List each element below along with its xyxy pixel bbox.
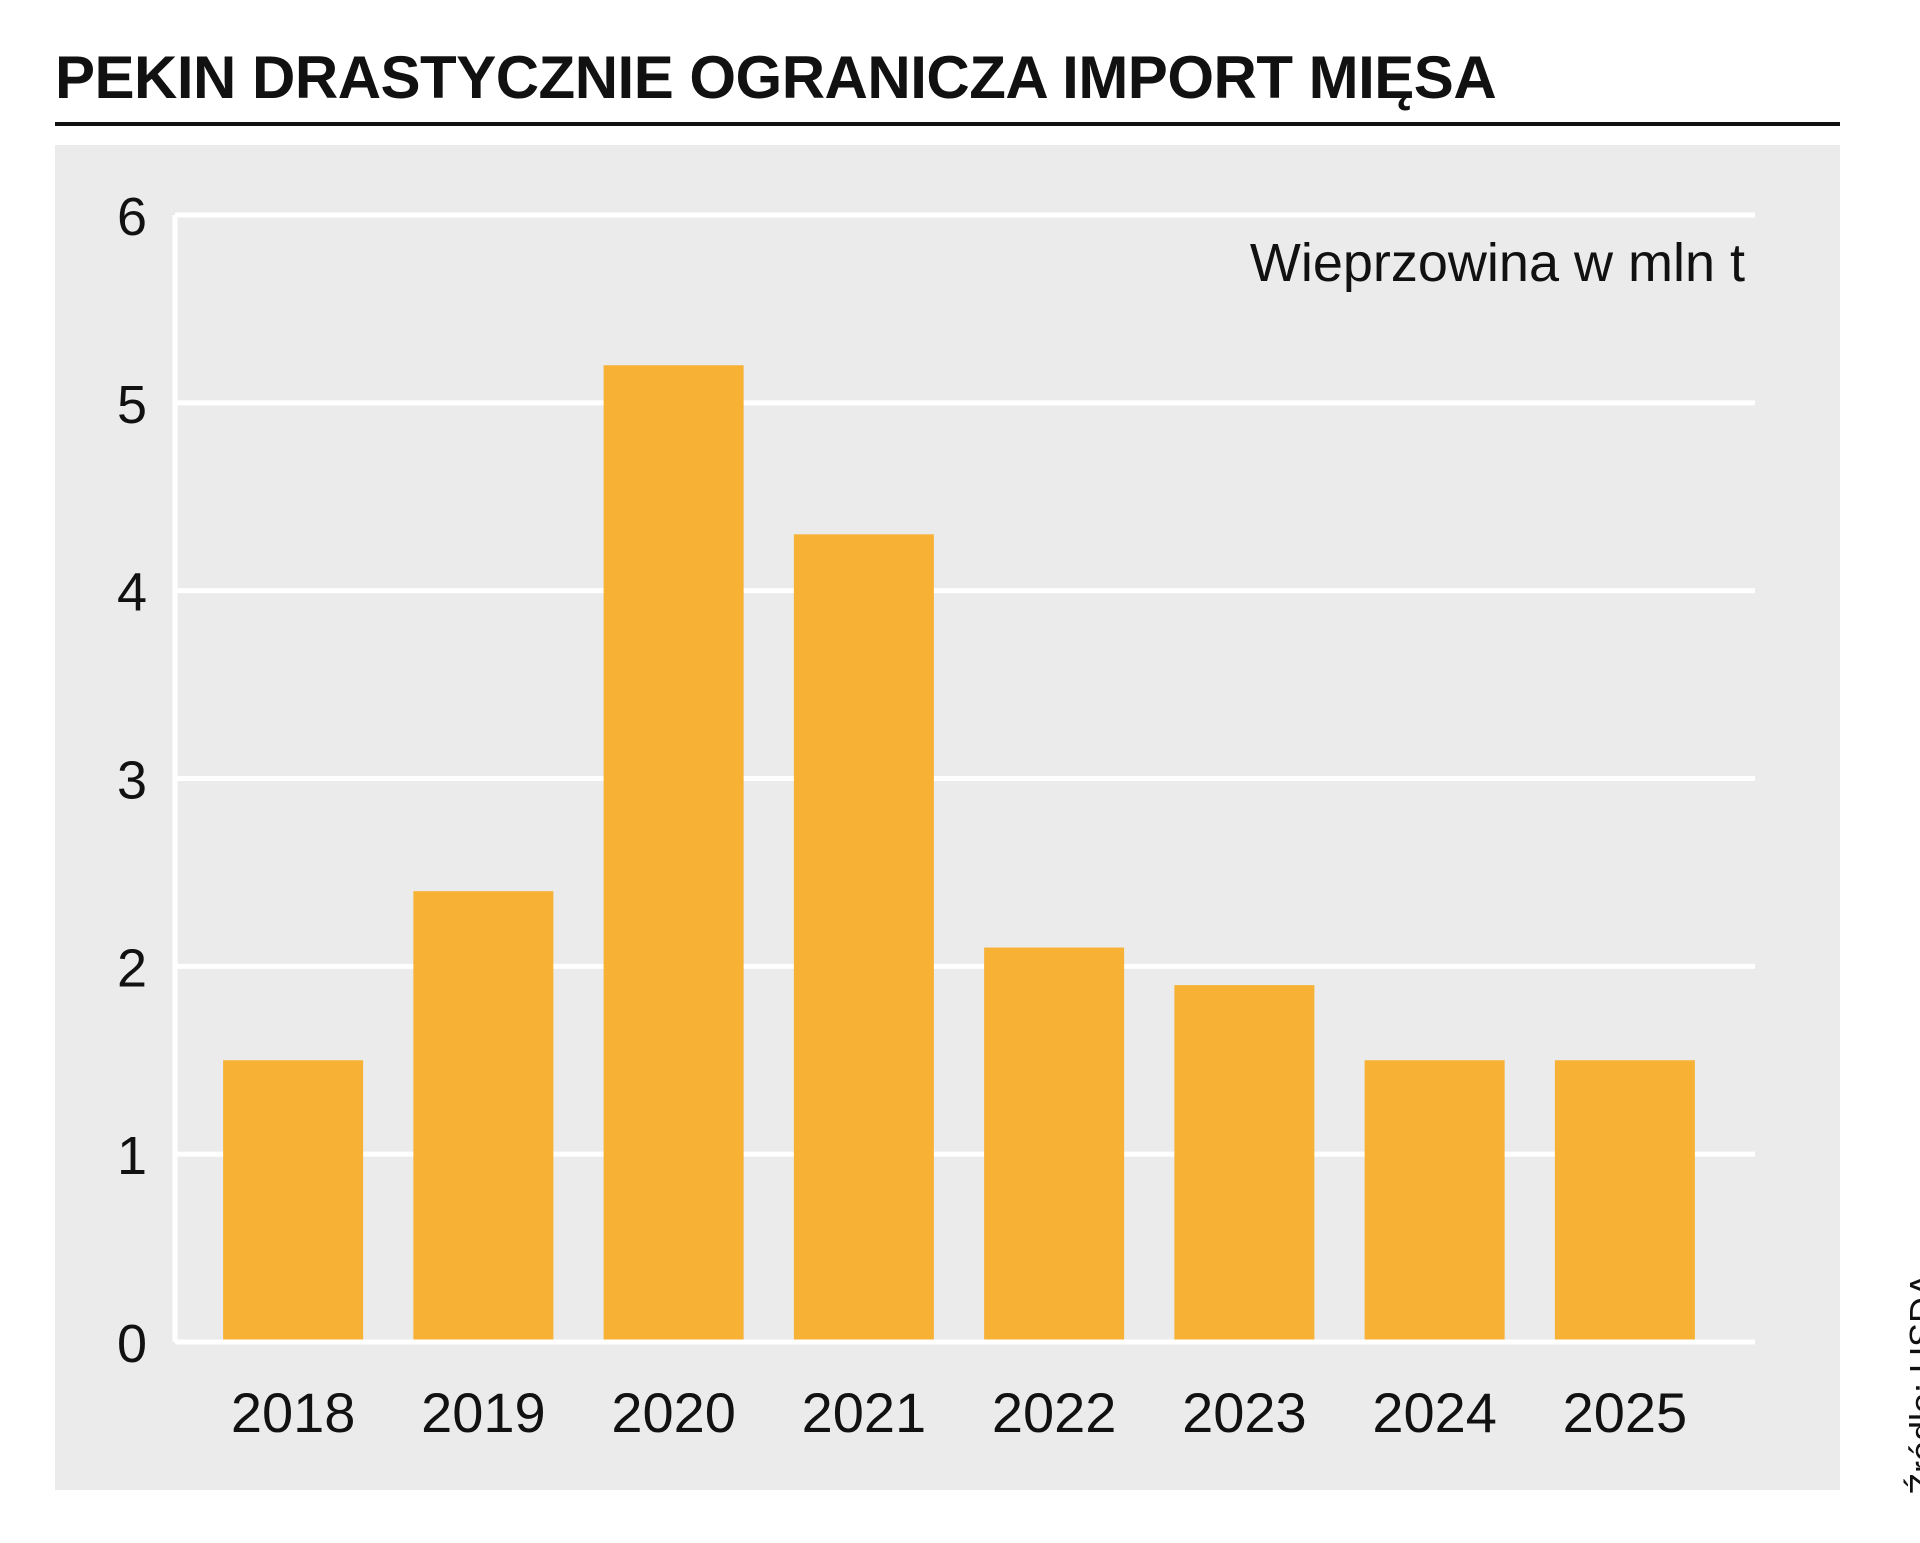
y-tick-label: 4 (117, 563, 147, 623)
bar-2018 (223, 1060, 364, 1340)
y-tick-label: 2 (117, 938, 147, 998)
x-tick-label: 2019 (421, 1381, 546, 1444)
bar-2019 (413, 891, 554, 1340)
bars (223, 365, 1695, 1340)
bar-2023 (1174, 985, 1315, 1340)
title-rule (55, 122, 1840, 126)
y-tick-label: 5 (117, 375, 147, 435)
x-tick-label: 2022 (992, 1381, 1117, 1444)
y-tick-label: 3 (117, 751, 147, 811)
bar-2024 (1364, 1060, 1505, 1340)
x-tick-label: 2023 (1182, 1381, 1307, 1444)
bar-2025 (1554, 1060, 1695, 1340)
y-tick-label: 1 (117, 1126, 147, 1186)
x-tick-label: 2024 (1372, 1381, 1497, 1444)
bar-2022 (984, 947, 1125, 1340)
source-note: Źródło: USDA (1902, 1272, 1920, 1495)
axes: 0 1 2 3 4 5 6 2018 2019 2020 2021 2022 2023 2024 2025 (117, 187, 1687, 1444)
y-tick-label: 6 (117, 187, 147, 247)
x-tick-label: 2018 (231, 1381, 356, 1444)
bar-2020 (603, 365, 744, 1340)
chart-subtitle: Wieprzowina w mln t (1250, 233, 1745, 293)
bar-2021 (793, 534, 934, 1340)
x-tick-label: 2020 (611, 1381, 736, 1444)
x-tick-label: 2021 (802, 1381, 927, 1444)
chart-panel: 0 1 2 3 4 5 6 2018 2019 2020 2021 2022 2023 2024 2025 … (55, 145, 1840, 1490)
x-tick-label: 2025 (1563, 1381, 1688, 1444)
chart-title: PEKIN DRASTYCZNIE OGRANICZA IMPORT MIĘSA (55, 44, 1497, 111)
grid-lines (175, 212, 1755, 1345)
y-tick-label: 0 (117, 1314, 147, 1374)
